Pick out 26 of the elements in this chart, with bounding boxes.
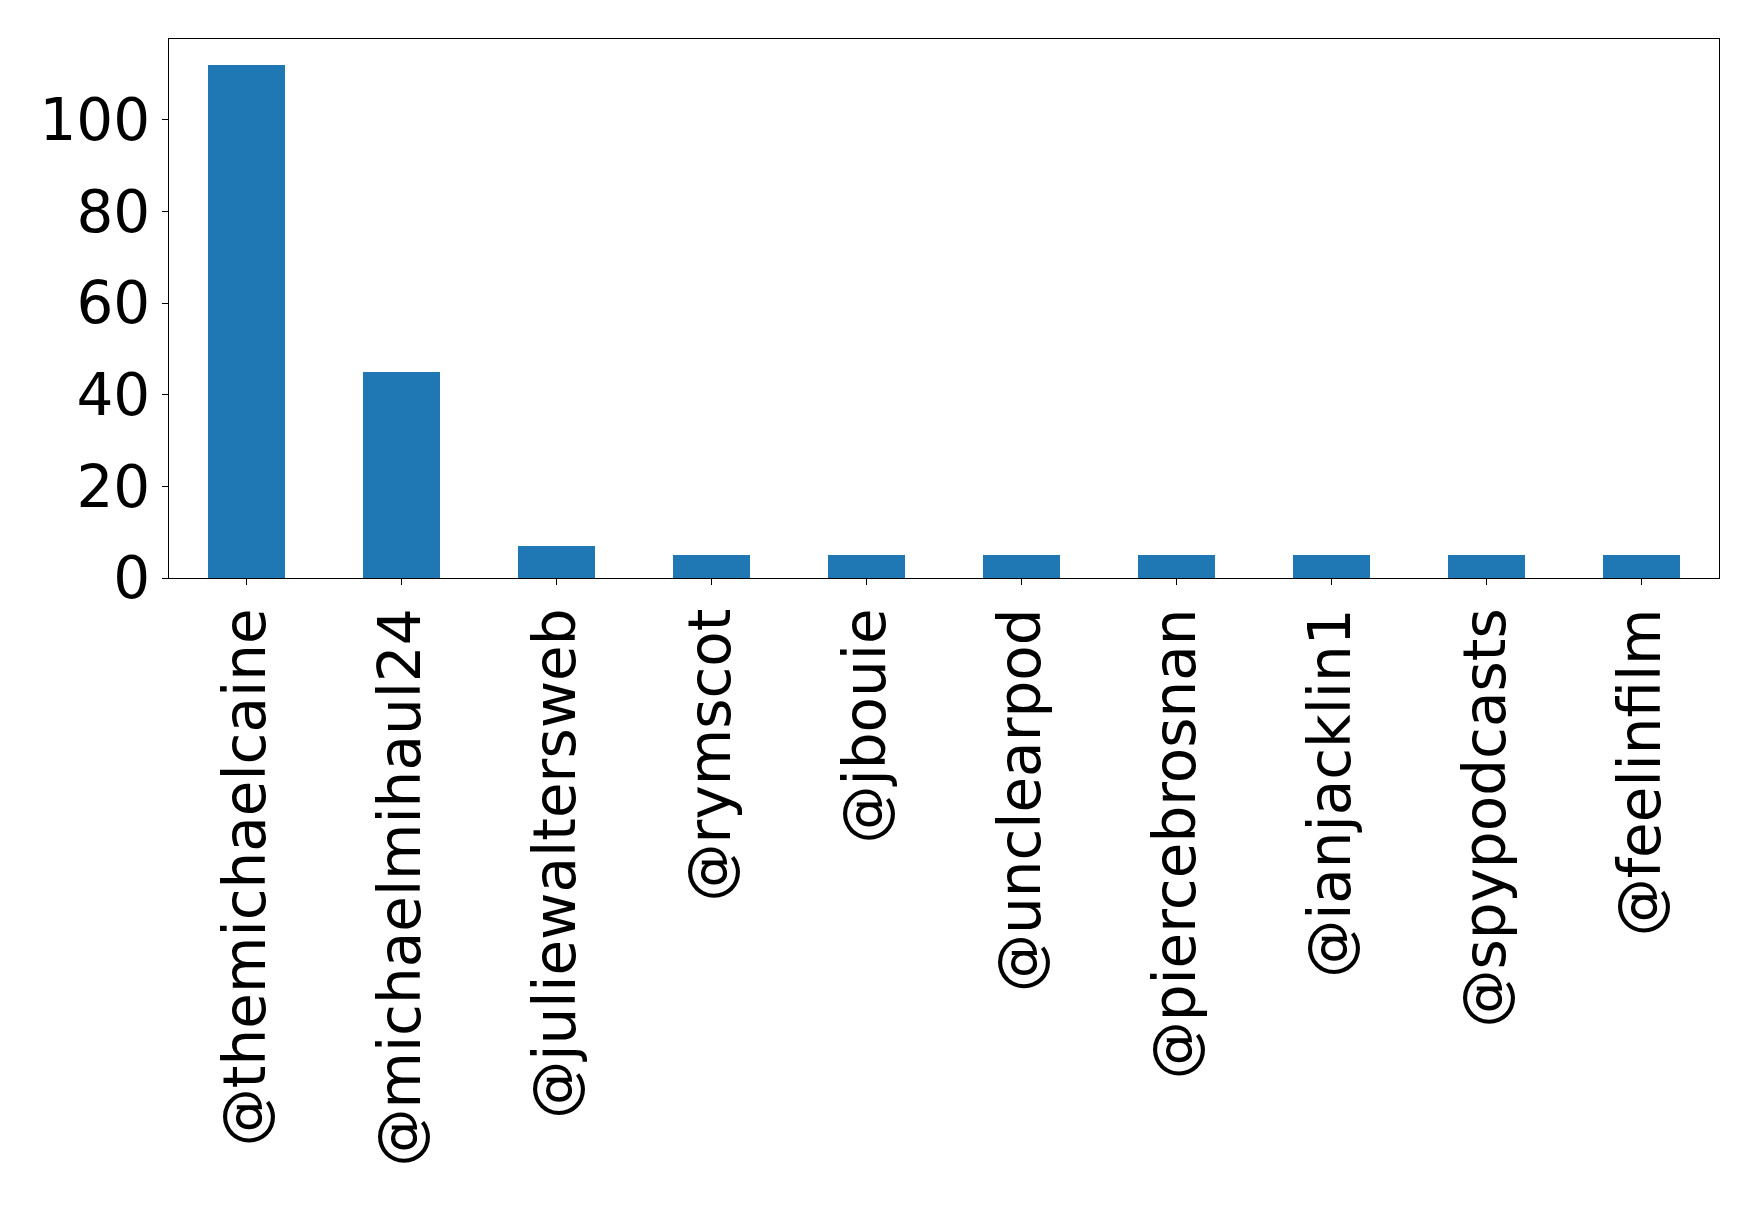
bar — [982, 555, 1061, 578]
bar — [362, 371, 441, 578]
y-tick-label: 20 — [76, 452, 151, 521]
x-tick-label: @juliewaltersweb — [521, 608, 590, 1119]
x-tick-label: @jbouie — [831, 608, 900, 844]
x-tick-label: @spypodcasts — [1451, 608, 1520, 1028]
bar — [827, 555, 906, 578]
bar — [207, 64, 286, 578]
bar — [1137, 555, 1216, 578]
x-tick-label: @themichaelcaine — [211, 608, 280, 1147]
bar — [1447, 555, 1526, 578]
x-tick-label: @unclearpod — [986, 608, 1055, 993]
x-tick-label: @michaelmihaul24 — [366, 608, 435, 1167]
x-tick-label: @ianjacklin1 — [1296, 608, 1365, 978]
y-tick-label: 60 — [76, 269, 151, 338]
x-tick-label: @piercebrosnan — [1141, 608, 1210, 1080]
y-tick-label: 100 — [39, 85, 151, 154]
y-tick-label: 40 — [76, 360, 151, 429]
bar — [672, 555, 751, 578]
x-tick-label: @rymscot — [676, 608, 745, 902]
x-tick-label: @feelinfilm — [1606, 608, 1675, 937]
bar — [517, 545, 596, 578]
y-tick-label: 80 — [76, 177, 151, 246]
bar — [1602, 555, 1681, 578]
bar — [1292, 555, 1371, 578]
y-tick-label: 0 — [113, 544, 151, 613]
